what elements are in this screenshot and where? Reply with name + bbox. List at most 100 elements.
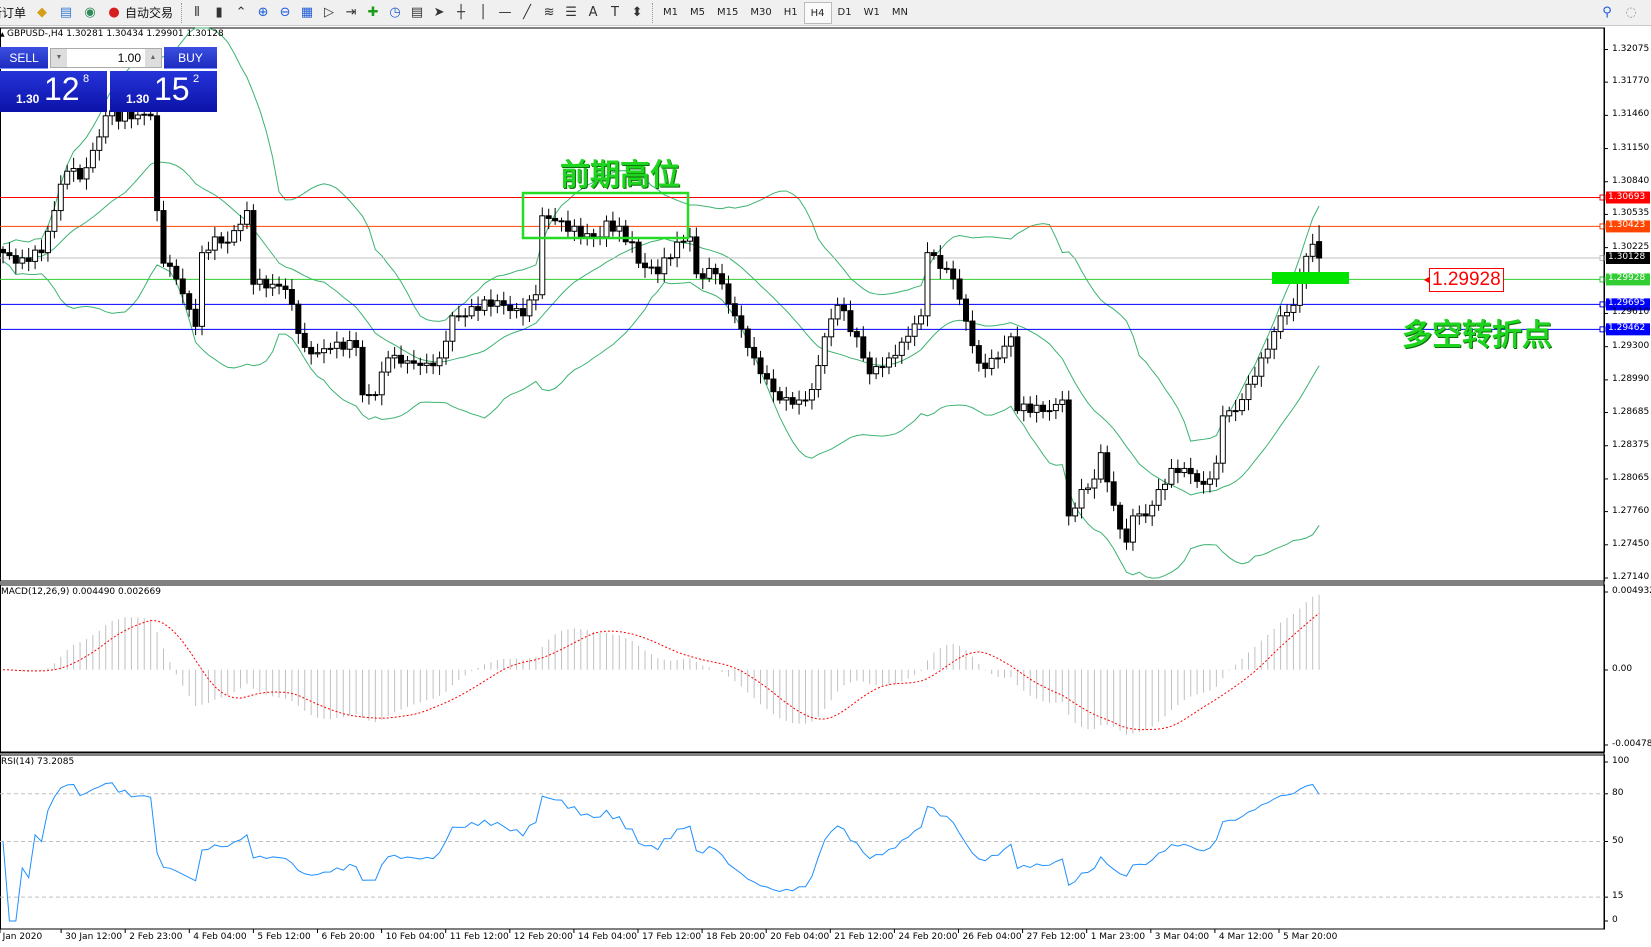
volume-decrease-icon[interactable]: ▼	[51, 49, 67, 67]
buy-button[interactable]: BUY	[164, 47, 217, 69]
candle	[963, 294, 969, 331]
price-axis-label: 1.30535	[1612, 208, 1650, 219]
candle	[597, 226, 604, 246]
sell-price[interactable]: 1.30 12 8	[0, 71, 107, 112]
auto-scroll-icon[interactable]: ▷	[324, 4, 335, 20]
new-order-button[interactable]: 新订单	[0, 2, 30, 24]
candle	[1027, 396, 1034, 418]
line-chart-icon[interactable]: ⌃	[235, 4, 247, 20]
candle-body	[1129, 515, 1136, 543]
candle-body	[1033, 404, 1040, 413]
candle-body	[25, 257, 32, 262]
fibonacci-icon[interactable]: ☰	[565, 4, 577, 20]
macd-signal-line	[2, 612, 1320, 731]
autotrading-button[interactable]: ● 自动交易	[102, 2, 177, 24]
chart-header: GBPUSD-,H4 1.30281 1.30434 1.29901 1.301…	[7, 29, 224, 39]
tile-windows-icon[interactable]: ▦	[300, 4, 314, 20]
candle-body	[513, 308, 520, 312]
history-button[interactable]: ▤	[54, 2, 78, 24]
candle-body	[32, 249, 39, 262]
candle-body	[353, 340, 360, 348]
signals-button[interactable]: ◉	[78, 2, 102, 24]
channel-icon[interactable]: ≋	[543, 4, 555, 20]
timeframe-w1[interactable]: W1	[863, 6, 880, 18]
candle-body	[924, 252, 931, 317]
candle-body	[128, 110, 135, 120]
turning-point-marker	[1272, 272, 1349, 284]
candlestick-icon[interactable]: ▮	[215, 4, 223, 20]
text-label-icon[interactable]: T	[611, 4, 619, 20]
periods-icon[interactable]: ◷	[389, 4, 401, 20]
candle	[1078, 478, 1085, 519]
arrows-icon[interactable]: ⬍	[631, 4, 643, 20]
candle-body	[1181, 467, 1188, 474]
zoom-in-icon[interactable]: ⊕	[257, 4, 269, 20]
candle-body	[0, 248, 6, 254]
timeframe-mn[interactable]: MN	[891, 6, 908, 18]
candle-body	[738, 315, 745, 330]
candle	[6, 242, 13, 260]
cursor-icon[interactable]: ➤	[433, 4, 445, 20]
timeframe-h4[interactable]: H4	[803, 1, 832, 24]
candle	[154, 110, 161, 222]
zoom-out-icon[interactable]: ⊖	[279, 4, 291, 20]
candle-body	[340, 341, 347, 350]
candle-body	[455, 315, 462, 318]
bar-chart-icon[interactable]: ⫴	[194, 4, 200, 20]
candle	[1110, 471, 1117, 512]
sell-button[interactable]: SELL	[0, 47, 48, 69]
candle-body	[301, 332, 308, 348]
candle	[1219, 405, 1226, 473]
search-icon[interactable]: ⚲	[1602, 4, 1612, 20]
trendline-icon[interactable]: ╱	[523, 4, 531, 20]
metaeditor-button[interactable]: ◆	[30, 2, 54, 24]
candle-body	[391, 354, 398, 359]
candle-body	[115, 110, 122, 122]
volume-value[interactable]: 1.00	[117, 51, 141, 65]
timeframe-h1[interactable]: H1	[783, 6, 798, 18]
timeframe-d1[interactable]: D1	[837, 6, 852, 18]
candle-body	[526, 299, 533, 317]
volume-increase-icon[interactable]: ▲	[145, 49, 161, 67]
candle	[160, 200, 167, 268]
price-tag-1.30693	[1606, 191, 1650, 204]
price-axis-label: 1.28375	[1612, 439, 1650, 450]
horizontal-line-icon[interactable]: —	[498, 4, 512, 20]
candle	[1059, 391, 1066, 413]
candle	[179, 268, 186, 304]
candle-body	[121, 110, 128, 122]
candle	[1206, 471, 1213, 493]
text-icon[interactable]: A	[588, 4, 598, 20]
price-axis-label: 1.28065	[1612, 472, 1650, 483]
time-axis-label: 3 Mar 04:00	[1154, 932, 1210, 942]
indicators-icon[interactable]: ✚	[367, 4, 379, 20]
time-axis-label: 14 Feb 04:00	[577, 932, 637, 942]
volume-input[interactable]: ▼ 1.00 ▲	[50, 48, 162, 68]
candle	[648, 259, 655, 275]
timeframe-m30[interactable]: M30	[750, 6, 772, 18]
candle-body	[1194, 473, 1201, 482]
time-axis-label: 4 Feb 04:00	[193, 932, 247, 942]
candle-body	[173, 265, 180, 280]
autotrading-label: 自动交易	[125, 6, 174, 20]
vertical-line-icon[interactable]: │	[479, 4, 487, 20]
chat-icon[interactable]: ◌	[1625, 4, 1637, 20]
chart-shift-icon[interactable]: ⇥	[345, 4, 357, 20]
buy-price-fraction: 2	[193, 73, 200, 85]
timeframe-m5[interactable]: M5	[690, 6, 706, 18]
candle	[577, 217, 584, 245]
candle-body	[892, 354, 899, 359]
level-handle	[1599, 301, 1606, 308]
candle	[661, 247, 668, 283]
price-axis-label: 1.28685	[1612, 406, 1650, 417]
timeframe-m15[interactable]: M15	[717, 6, 739, 18]
rsi-line	[2, 782, 1320, 922]
templates-icon[interactable]: ▤	[410, 4, 424, 20]
candle-body	[288, 288, 295, 305]
candle-body	[988, 357, 995, 369]
crosshair-icon[interactable]: ┼	[457, 4, 465, 20]
buy-price[interactable]: 1.30 15 2	[110, 71, 217, 112]
timeframe-m1[interactable]: M1	[663, 6, 679, 18]
candle-body	[64, 170, 71, 185]
